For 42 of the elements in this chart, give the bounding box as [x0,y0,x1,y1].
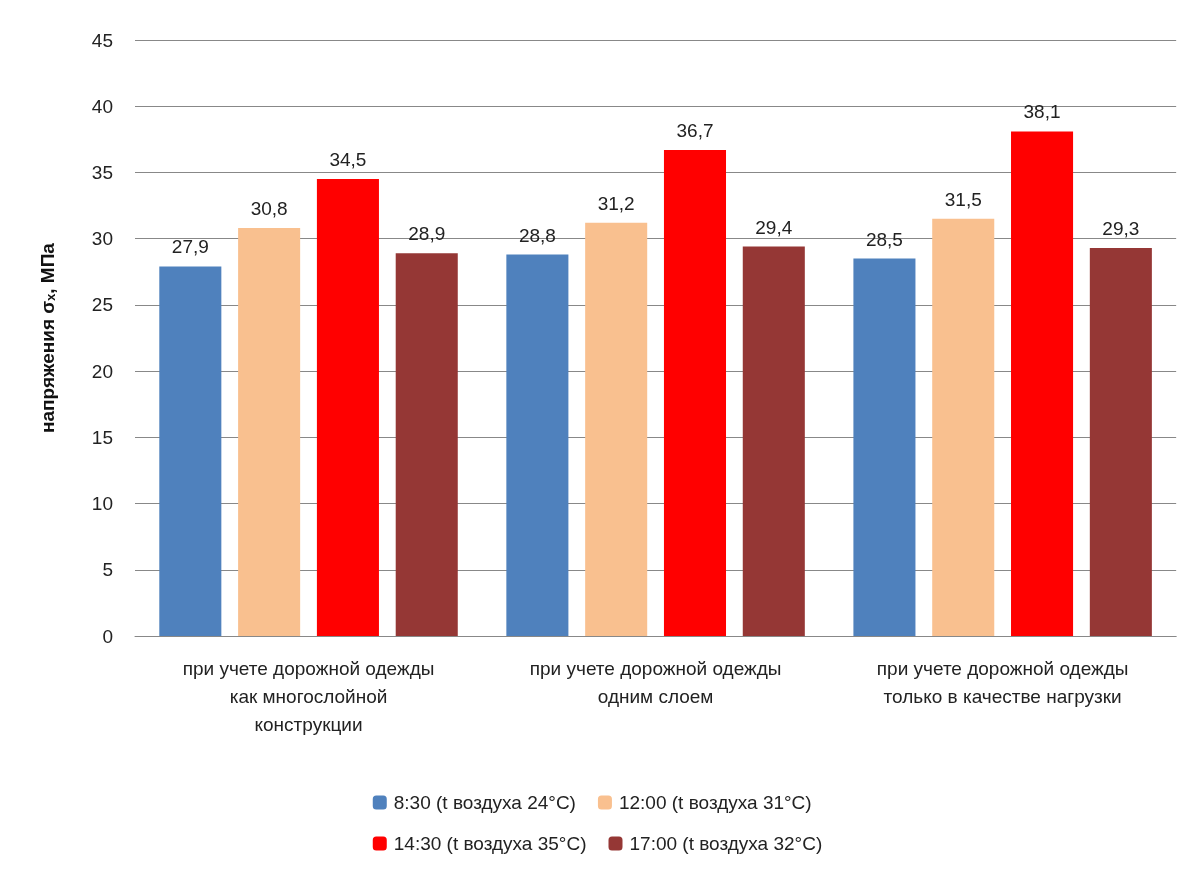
bar [395,253,458,636]
y-tick-label: 10 [91,493,113,515]
bar [932,218,995,636]
bar [159,266,222,636]
y-tick-label: 15 [91,426,113,448]
legend-label: 8:30 (t воздуха 24°C) [393,792,576,813]
bar [742,246,805,636]
data-label: 28,5 [865,228,903,250]
bar [663,149,727,636]
data-label: 36,7 [676,119,714,141]
data-label: 28,8 [518,224,556,246]
bar [1011,131,1074,636]
data-label: 27,9 [171,236,209,258]
bar [238,228,301,636]
y-tick-label: 30 [91,228,113,250]
x-tick-label: при учете дорожной одежды только в качестве нагрузки [876,657,1129,707]
x-tick-label: при учете дорожной одежды одним слоем [529,657,782,707]
bar [853,258,916,636]
y-tick-label: 5 [102,559,113,581]
data-label: 30,8 [250,198,288,220]
y-axis-title: напряжения σₓ, МПа [37,242,58,433]
bar [585,222,648,636]
y-tick-label: 40 [91,95,113,117]
bar [1089,247,1152,636]
x-tick-label: при учете дорожной одежды как многослойной конструкции [182,657,435,735]
y-tick-label: 35 [91,161,113,183]
y-tick-label: 25 [91,294,113,316]
legend-label: 17:00 (t воздуха 32°C) [629,833,823,854]
data-label: 31,2 [597,192,635,214]
y-tick-label: 20 [91,360,113,382]
data-label: 29,3 [1102,217,1140,239]
legend-label: 14:30 (t воздуха 35°C) [393,833,587,854]
y-tick-label: 45 [91,29,113,51]
bar [316,179,379,636]
legend-label: 12:00 (t воздуха 31°C) [618,792,812,813]
y-tick-label: 0 [102,625,113,647]
data-label: 38,1 [1023,101,1061,123]
data-label: 29,4 [755,216,793,238]
data-label: 31,5 [944,188,982,210]
data-label: 28,9 [408,223,446,245]
data-label: 34,5 [329,149,367,171]
bar [506,254,569,636]
